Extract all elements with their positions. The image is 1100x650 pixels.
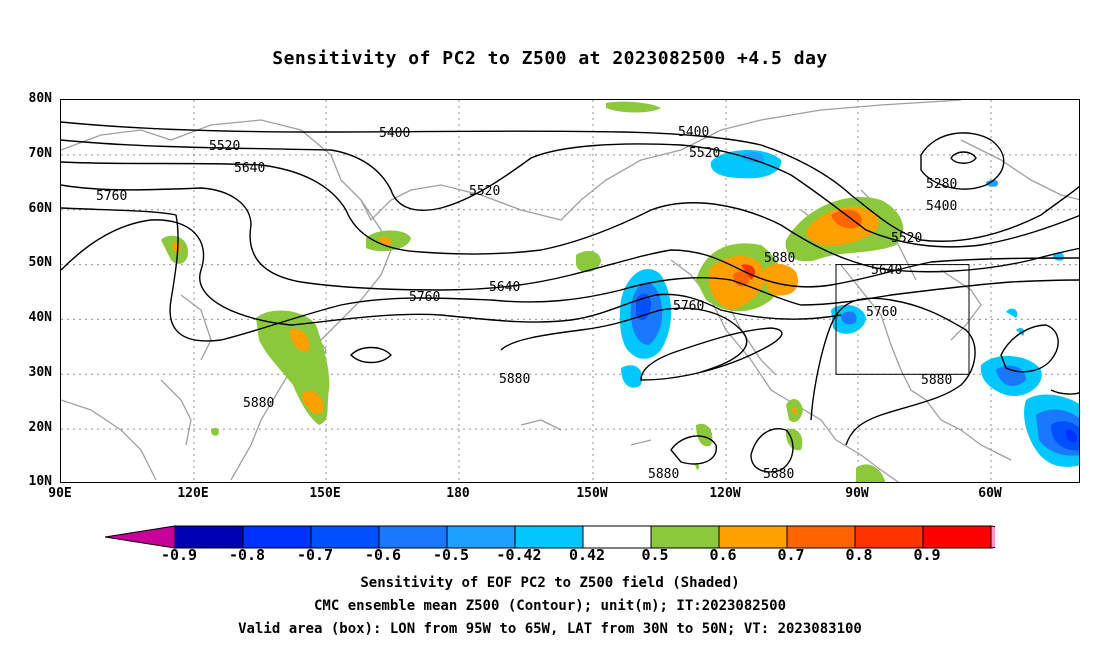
caption-line: Sensitivity of EOF PC2 to Z500 field (Sh… [360,575,740,591]
lon-label: 180 [446,486,470,501]
contour-label: 5640 [234,161,265,176]
colorbar-label: -0.5 [432,546,470,564]
map-title: Sensitivity of PC2 to Z500 at 2023082500… [272,48,828,69]
colorbar-cell [650,525,720,549]
colorbar-label: 0.6 [709,546,737,564]
colorbar-cell [922,525,992,549]
grid-lines [61,100,1079,482]
caption-line: Valid area (box): LON from 95W to 65W, L… [238,621,862,637]
contour-label: 5880 [763,467,794,482]
lon-label: 90E [48,486,72,501]
z500-contours [61,121,1079,473]
colorbar-cell [854,525,924,549]
contour-label: 5640 [489,280,520,295]
lat-label: 10N [28,474,52,489]
colorbar-cell [514,525,584,549]
contour-label: 5880 [764,251,795,266]
colorbar-label: 0.9 [913,546,941,564]
colorbar-label: 0.5 [641,546,669,564]
colorbar-label: -0.42 [496,546,542,564]
colorbar-label: -0.7 [296,546,334,564]
lat-label: 80N [28,91,52,106]
lon-label: 120W [709,486,741,501]
coastlines [61,100,1079,482]
lon-label: 90W [845,486,869,501]
colorbar-cell [446,525,516,549]
contour-label: 5280 [926,177,957,192]
lat-label: 40N [28,310,52,325]
lat-label: 50N [28,255,52,270]
colorbar [105,525,995,549]
lat-label: 60N [28,201,52,216]
contour-label: 5400 [926,199,957,214]
colorbar-cell [174,525,244,549]
lon-label: 150W [576,486,608,501]
contour-label: 5880 [921,373,952,388]
contour-label: 5400 [379,126,410,141]
contour-label: 5880 [648,467,679,482]
contour-label: 5520 [209,139,240,154]
colorbar-label: -0.6 [364,546,402,564]
colorbar-cell [582,525,652,549]
positive-sensitivity-shading [161,101,904,482]
colorbar-label: -0.8 [228,546,266,564]
contour-label: 5520 [891,231,922,246]
contour-labels: 5400 5520 5640 5760 5400 5520 5520 5640 … [96,125,957,482]
caption-line: CMC ensemble mean Z500 (Contour); unit(m… [313,598,786,614]
contour-label: 5880 [499,372,530,387]
lat-label: 70N [28,146,52,161]
contour-label: 5520 [689,146,720,161]
colorbar-cell [242,525,312,549]
colorbar-cell [378,525,448,549]
lon-label: 150E [309,486,341,501]
colorbar-cell [786,525,856,549]
colorbar-end-low [105,525,176,549]
lon-label: 120E [177,486,209,501]
colorbar-label: -0.9 [160,546,198,564]
colorbar-cell [718,525,788,549]
contour-label: 5760 [96,189,127,204]
lat-label: 20N [28,420,52,435]
colorbar-label: 0.7 [777,546,805,564]
lon-label: 60W [978,486,1002,501]
valid-area-box [835,264,970,375]
colorbar-label: 0.42 [568,546,606,564]
negative-sensitivity-shading [619,150,1079,467]
contour-label: 5760 [673,299,704,314]
lat-label: 30N [28,365,52,380]
contour-label: 5640 [871,263,902,278]
colorbar-end-high [990,525,995,549]
contour-label: 5400 [678,125,709,140]
contour-label: 5760 [409,290,440,305]
map-panel: 5400 5520 5640 5760 5400 5520 5520 5640 … [60,99,1080,483]
contour-label: 5880 [243,396,274,411]
contour-label: 5520 [469,184,500,199]
colorbar-label: 0.8 [845,546,873,564]
map-canvas: 5400 5520 5640 5760 5400 5520 5520 5640 … [61,100,1079,482]
colorbar-cell [310,525,380,549]
contour-label: 5760 [866,305,897,320]
